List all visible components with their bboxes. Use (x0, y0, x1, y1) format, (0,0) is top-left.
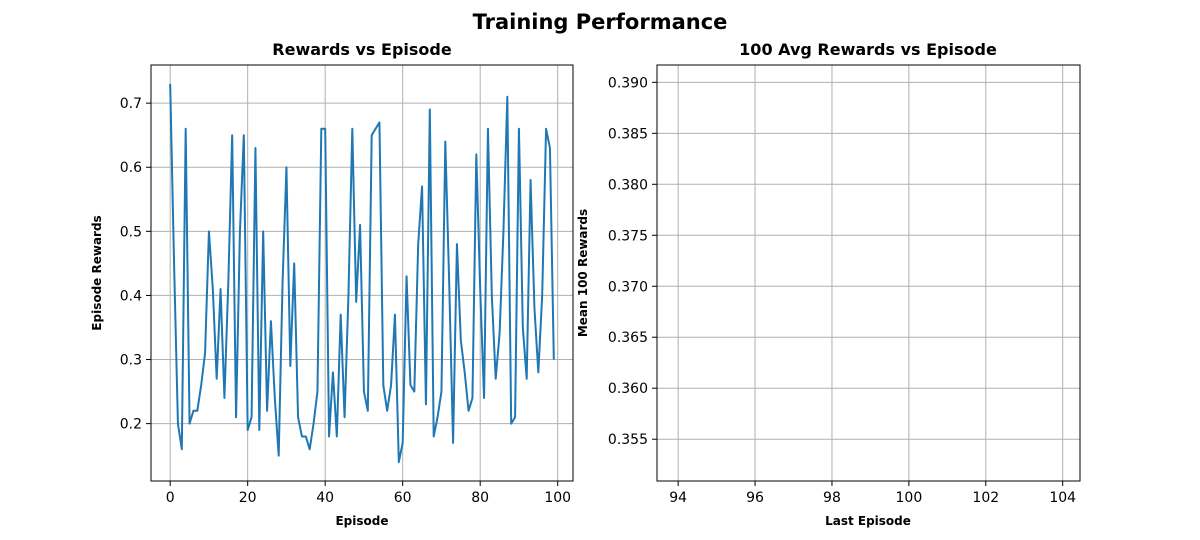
rewards-x-tick-label: 60 (394, 490, 412, 506)
rewards-x-tick-label: 100 (544, 490, 571, 506)
avg-rewards-y-tick-label: 0.380 (608, 177, 648, 193)
rewards-series (169, 83, 555, 464)
rewards-y-tick-label: 0.3 (120, 353, 142, 369)
avg-rewards-plot-frame (656, 64, 1081, 482)
rewards-y-tick-label: 0.7 (120, 96, 142, 112)
rewards-line (169, 83, 555, 464)
rewards-ticks: 0 20 40 60 80 100 0.2 0.3 0.4 0.5 0.6 0.7 (120, 96, 571, 506)
avg-rewards-grid (657, 65, 1080, 481)
avg-rewards-x-tick-label: 98 (823, 490, 841, 506)
rewards-y-tick-label: 0.5 (120, 224, 142, 240)
avg-rewards-x-tick-label: 94 (669, 490, 687, 506)
avg-rewards-chart: 94 96 98 100 102 104 0.355 0.360 0.365 0.370 0.375… (576, 40, 1081, 528)
rewards-x-tick-label: 40 (316, 490, 334, 506)
rewards-x-axis-label: Episode (335, 514, 388, 528)
avg-rewards-x-tick-label: 104 (1049, 490, 1076, 506)
figure-title: Training Performance (473, 10, 728, 34)
avg-rewards-x-tick-label: 100 (896, 490, 923, 506)
avg-rewards-x-tick-label: 102 (972, 490, 999, 506)
avg-rewards-y-tick-label: 0.375 (608, 228, 648, 244)
rewards-x-tick-label: 20 (239, 490, 257, 506)
avg-rewards-y-tick-label: 0.360 (608, 381, 648, 397)
avg-rewards-y-tick-label: 0.355 (608, 432, 648, 448)
rewards-y-tick-label: 0.6 (120, 160, 142, 176)
rewards-y-tick-label: 0.4 (120, 288, 142, 304)
rewards-y-axis-label: Episode Rewards (90, 215, 104, 330)
avg-rewards-x-tick-label: 96 (746, 490, 764, 506)
avg-rewards-y-tick-label: 0.385 (608, 126, 648, 142)
rewards-plot-frame (150, 64, 574, 482)
avg-rewards-x-axis-label: Last Episode (825, 514, 911, 528)
avg-rewards-chart-title: 100 Avg Rewards vs Episode (739, 40, 997, 59)
avg-rewards-ticks: 94 96 98 100 102 104 0.355 0.360 0.365 0.370 0.375… (608, 75, 1076, 506)
avg-rewards-y-tick-label: 0.390 (608, 75, 648, 91)
rewards-chart-title: Rewards vs Episode (272, 40, 452, 59)
avg-rewards-y-tick-label: 0.365 (608, 330, 648, 346)
rewards-chart: 0 20 40 60 80 100 0.2 0.3 0.4 0.5 0.6 0.7 Rewards v… (90, 40, 574, 528)
avg-rewards-y-tick-label: 0.370 (608, 279, 648, 295)
rewards-y-tick-label: 0.2 (120, 417, 142, 433)
rewards-x-tick-label: 80 (471, 490, 489, 506)
avg-rewards-y-axis-label: Mean 100 Rewards (576, 209, 590, 337)
rewards-x-tick-label: 0 (166, 490, 175, 506)
